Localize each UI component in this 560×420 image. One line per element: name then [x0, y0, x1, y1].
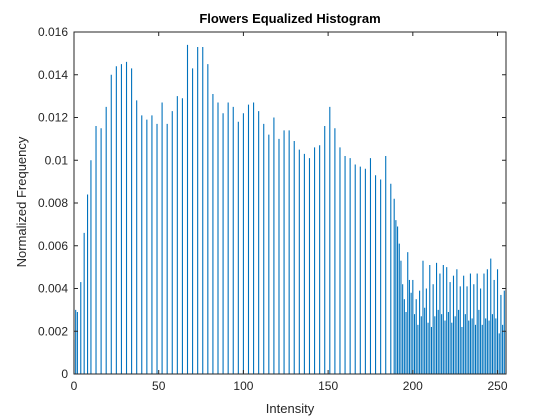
y-tick-label: 0.016	[38, 25, 68, 39]
y-tick-label: 0.002	[38, 324, 68, 338]
x-axis-ticks: 0 50 100 150 200 250	[71, 32, 508, 393]
chart-title: Flowers Equalized Histogram	[199, 11, 380, 26]
x-axis-label: Intensity	[266, 401, 315, 416]
y-tick-label: 0.012	[38, 111, 68, 125]
y-tick-label: 0.004	[38, 282, 68, 296]
y-axis-ticks: 0 0.002 0.004 0.006 0.008 0.01 0.012 0.014 0.016	[38, 25, 506, 381]
y-axis-label: Normalized Frequency	[14, 136, 29, 267]
x-tick-label: 100	[233, 379, 253, 393]
y-tick-label: 0.014	[38, 68, 68, 82]
y-tick-label: 0	[61, 367, 68, 381]
y-tick-label: 0.01	[45, 153, 69, 167]
x-tick-label: 150	[318, 379, 338, 393]
y-tick-label: 0.008	[38, 196, 68, 210]
x-tick-label: 50	[152, 379, 166, 393]
bar-series	[73, 44, 507, 374]
y-tick-label: 0.006	[38, 239, 68, 253]
x-tick-label: 0	[71, 379, 78, 393]
x-tick-label: 200	[403, 379, 423, 393]
x-tick-label: 250	[488, 379, 508, 393]
